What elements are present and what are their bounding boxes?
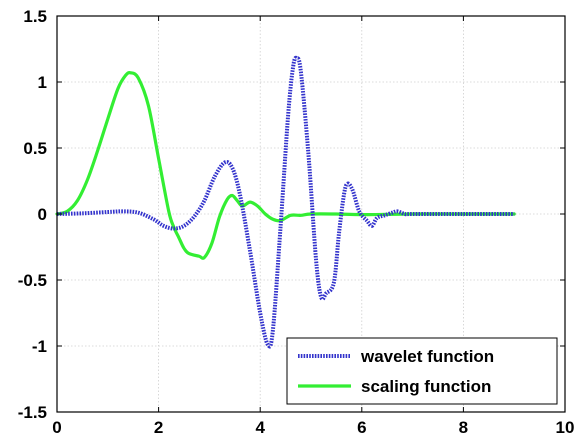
legend-label-scaling-function: scaling function xyxy=(361,377,491,396)
y-tick-label-6: -1.5 xyxy=(18,403,47,422)
ticks xyxy=(56,15,566,413)
series-layer xyxy=(55,55,516,349)
x-tick-label-2: 4 xyxy=(255,418,265,437)
legend-label-wavelet-function: wavelet function xyxy=(360,347,494,366)
legend: wavelet function scaling function xyxy=(286,337,558,405)
x-tick-label-3: 6 xyxy=(357,418,366,437)
tick-labels: 0 2 4 6 8 10 1.5 1 0.5 0 -0.5 -1 -1.5 xyxy=(18,7,574,437)
x-tick-label-1: 2 xyxy=(154,418,163,437)
y-tick-label-2: 0.5 xyxy=(23,139,47,158)
y-tick-label-0: 1.5 xyxy=(23,7,47,26)
x-tick-label-4: 8 xyxy=(459,418,468,437)
legend-box xyxy=(286,337,558,405)
y-tick-label-3: 0 xyxy=(38,205,47,224)
y-tick-label-1: 1 xyxy=(38,73,47,92)
y-tick-label-5: -1 xyxy=(32,337,47,356)
x-tick-label-5: 10 xyxy=(556,418,574,437)
y-tick-label-4: -0.5 xyxy=(18,271,47,290)
x-tick-label-0: 0 xyxy=(52,418,61,437)
wavelet-function-line xyxy=(56,55,515,349)
scaling-function-line xyxy=(55,71,516,260)
